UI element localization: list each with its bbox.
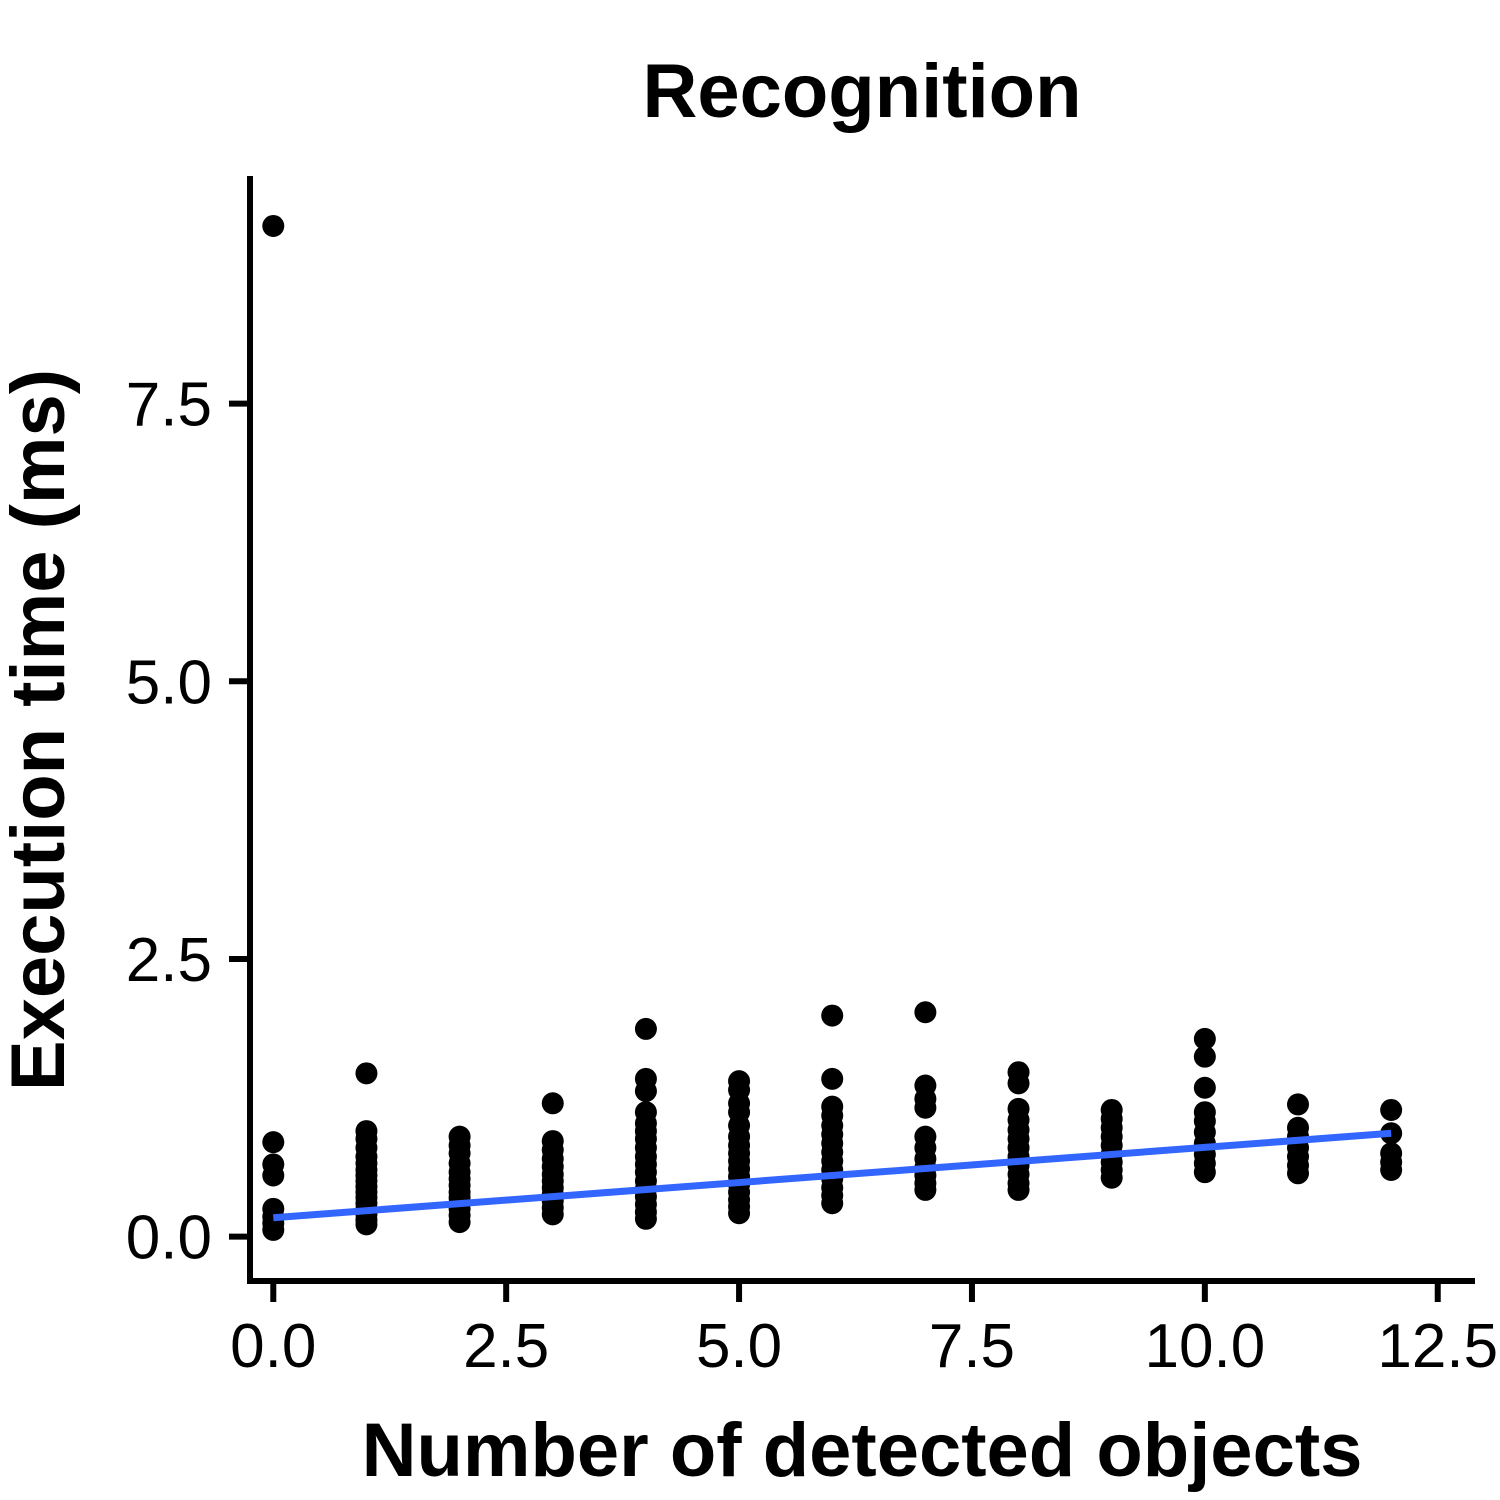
y-tick-label: 5.0 [126, 648, 212, 717]
data-point [1287, 1093, 1310, 1116]
y-tick-label: 7.5 [126, 371, 212, 440]
x-tick-label: 12.5 [1377, 1312, 1498, 1381]
data-point [262, 214, 285, 237]
data-point [355, 1213, 378, 1236]
data-point [541, 1203, 564, 1226]
data-point [914, 1096, 937, 1119]
chart-title: Recognition [642, 49, 1081, 134]
data-point [1193, 1076, 1216, 1099]
data-point [1380, 1098, 1403, 1121]
data-point [1287, 1162, 1310, 1185]
data-point [634, 1017, 657, 1040]
data-point [1193, 1161, 1216, 1184]
x-tick-label: 7.5 [929, 1312, 1015, 1381]
data-point [728, 1202, 751, 1225]
y-axis-ticks: 0.0 2.5 5.0 7.5 [126, 371, 250, 1273]
x-tick-label: 5.0 [696, 1312, 782, 1381]
data-point [262, 1164, 285, 1187]
data-point [1100, 1166, 1123, 1189]
x-tick-label: 2.5 [463, 1312, 549, 1381]
x-tick-label: 0.0 [230, 1312, 316, 1381]
data-point [821, 1067, 844, 1090]
trend-line [273, 1129, 1392, 1222]
x-tick-label: 10.0 [1145, 1312, 1266, 1381]
y-tick-label: 0.0 [126, 1204, 212, 1273]
data-point [634, 1080, 657, 1103]
data-point [634, 1207, 657, 1230]
data-point [821, 1192, 844, 1215]
data-point [914, 1001, 937, 1024]
data-point [1007, 1178, 1030, 1201]
data-point [448, 1211, 471, 1234]
data-point [1193, 1045, 1216, 1068]
x-axis-ticks: 0.0 2.5 5.0 7.5 10.0 12.5 [230, 1281, 1498, 1381]
data-point [262, 1218, 285, 1241]
trend-line-group [273, 1129, 1392, 1222]
data-point [821, 1004, 844, 1027]
data-point [541, 1092, 564, 1115]
y-axis-title: Execution time (ms) [0, 369, 81, 1091]
data-point [914, 1178, 937, 1201]
data-point [1380, 1158, 1403, 1181]
x-axis-title: Number of detected objects [362, 1408, 1363, 1493]
data-point [1007, 1072, 1030, 1095]
data-point [262, 1131, 285, 1154]
y-tick-label: 2.5 [126, 926, 212, 995]
data-points [262, 214, 1403, 1241]
data-point [1193, 1027, 1216, 1050]
data-point [355, 1062, 378, 1085]
